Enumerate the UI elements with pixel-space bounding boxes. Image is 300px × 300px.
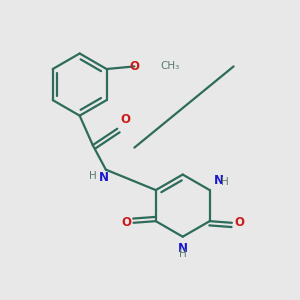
Text: CH₃: CH₃: [160, 61, 180, 71]
Text: O: O: [235, 216, 244, 229]
Text: N: N: [214, 175, 224, 188]
Text: O: O: [121, 216, 131, 229]
Text: H: H: [89, 171, 97, 181]
Text: N: N: [178, 242, 188, 255]
Text: N: N: [99, 171, 109, 184]
Text: O: O: [120, 113, 130, 126]
Text: H: H: [221, 178, 229, 188]
Text: H: H: [179, 249, 187, 259]
Text: O: O: [129, 60, 140, 73]
